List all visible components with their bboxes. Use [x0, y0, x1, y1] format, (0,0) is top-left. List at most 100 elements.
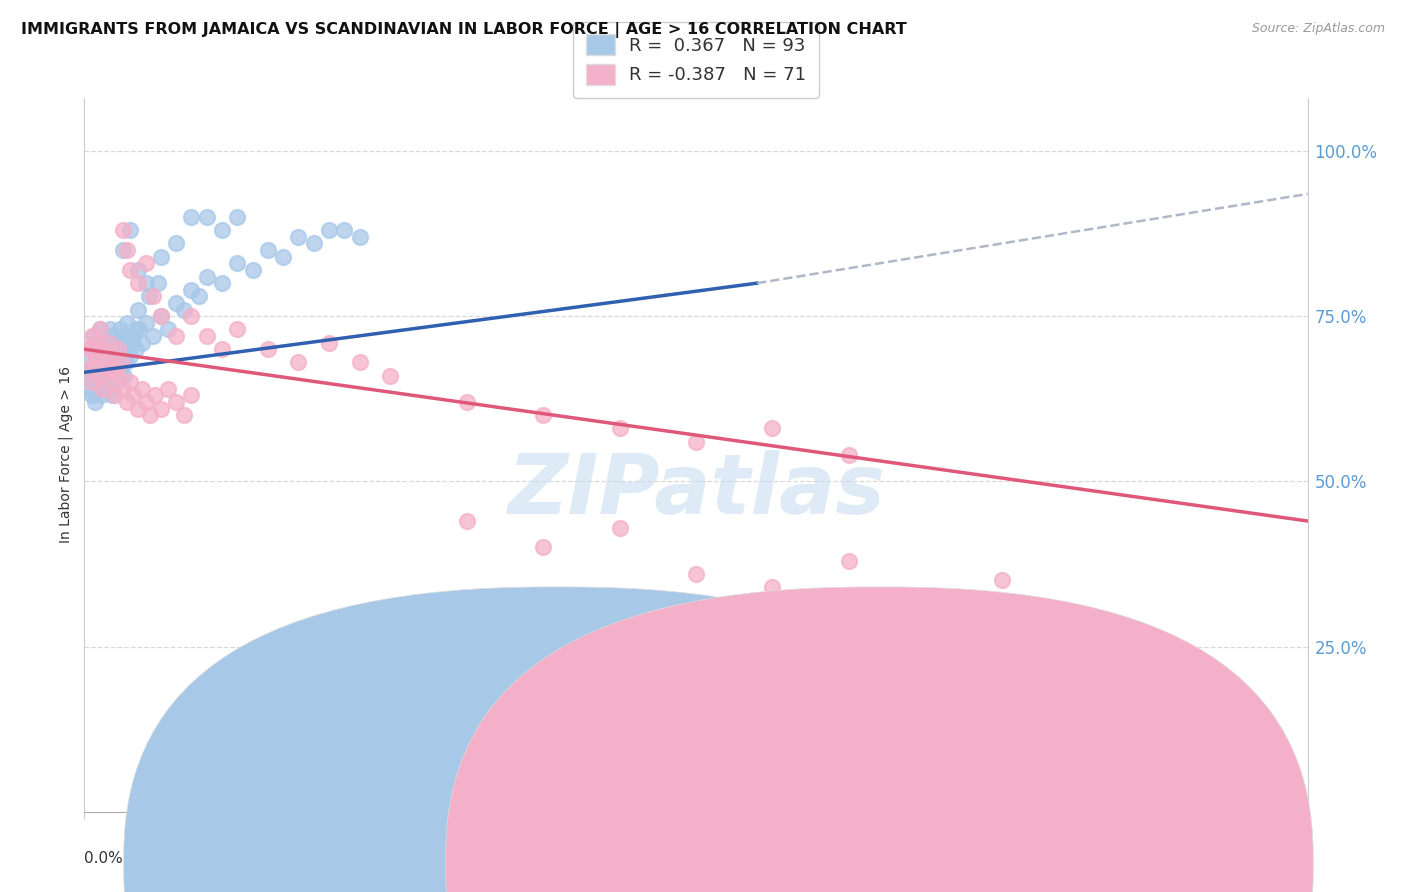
- Point: [105, 376, 128, 390]
- Point: [838, 554, 860, 568]
- Point: [89, 368, 111, 383]
- Point: [149, 250, 172, 264]
- Point: [94, 355, 117, 369]
- Point: [84, 349, 107, 363]
- Point: [165, 296, 187, 310]
- Y-axis label: In Labor Force | Age > 16: In Labor Force | Age > 16: [59, 367, 73, 543]
- Point: [77, 342, 100, 356]
- Point: [79, 368, 101, 383]
- Point: [101, 388, 124, 402]
- Point: [142, 329, 165, 343]
- Point: [110, 342, 132, 356]
- Point: [86, 335, 108, 350]
- Point: [127, 263, 149, 277]
- Point: [127, 401, 149, 416]
- Legend: R =  0.367   N = 93, R = -0.387   N = 71: R = 0.367 N = 93, R = -0.387 N = 71: [574, 21, 818, 97]
- Point: [120, 329, 142, 343]
- Point: [96, 362, 118, 376]
- Point: [101, 376, 124, 390]
- Point: [90, 388, 112, 402]
- Point: [104, 362, 127, 376]
- Text: 80.0%: 80.0%: [1260, 851, 1308, 866]
- Point: [211, 276, 233, 290]
- Point: [149, 309, 172, 323]
- Point: [96, 355, 118, 369]
- Point: [80, 362, 103, 376]
- Point: [87, 382, 110, 396]
- Point: [165, 236, 187, 251]
- Point: [89, 322, 111, 336]
- Point: [120, 376, 142, 390]
- Point: [98, 368, 121, 383]
- Point: [195, 269, 218, 284]
- Point: [97, 382, 120, 396]
- Point: [77, 362, 100, 376]
- Point: [104, 355, 127, 369]
- Point: [107, 362, 129, 376]
- Text: Immigrants from Jamaica: Immigrants from Jamaica: [606, 855, 800, 870]
- Point: [135, 276, 157, 290]
- Point: [761, 580, 783, 594]
- Point: [80, 376, 103, 390]
- Point: [84, 395, 107, 409]
- Point: [195, 210, 218, 224]
- Point: [77, 382, 100, 396]
- Point: [108, 322, 131, 336]
- Point: [991, 607, 1014, 621]
- Point: [110, 362, 132, 376]
- Point: [125, 322, 148, 336]
- Point: [110, 355, 132, 369]
- Point: [122, 335, 145, 350]
- Point: [188, 289, 211, 303]
- Point: [211, 342, 233, 356]
- Point: [173, 409, 195, 423]
- Point: [685, 566, 707, 581]
- Point: [94, 376, 117, 390]
- Point: [107, 368, 129, 383]
- Point: [104, 342, 127, 356]
- Point: [131, 335, 153, 350]
- Point: [609, 421, 631, 435]
- Point: [118, 342, 141, 356]
- Point: [287, 230, 309, 244]
- Point: [531, 409, 554, 423]
- Point: [195, 329, 218, 343]
- Point: [271, 250, 294, 264]
- Point: [143, 388, 166, 402]
- Point: [89, 368, 111, 383]
- Point: [77, 355, 100, 369]
- Point: [84, 355, 107, 369]
- Point: [94, 335, 117, 350]
- Point: [257, 243, 280, 257]
- Point: [333, 659, 356, 673]
- Point: [112, 368, 135, 383]
- Point: [122, 329, 145, 343]
- Point: [84, 349, 107, 363]
- Point: [103, 376, 125, 390]
- Point: [91, 382, 114, 396]
- Point: [131, 382, 153, 396]
- Point: [1067, 620, 1090, 634]
- Point: [226, 210, 249, 224]
- Point: [114, 335, 136, 350]
- Point: [180, 388, 202, 402]
- Point: [211, 223, 233, 237]
- Point: [914, 719, 936, 733]
- Point: [115, 316, 138, 330]
- Point: [103, 329, 125, 343]
- Point: [146, 276, 169, 290]
- Point: [111, 382, 134, 396]
- Text: IMMIGRANTS FROM JAMAICA VS SCANDINAVIAN IN LABOR FORCE | AGE > 16 CORRELATION CH: IMMIGRANTS FROM JAMAICA VS SCANDINAVIAN …: [21, 22, 907, 38]
- Point: [111, 243, 134, 257]
- Point: [101, 349, 124, 363]
- Point: [111, 223, 134, 237]
- Point: [83, 329, 105, 343]
- Point: [97, 335, 120, 350]
- Point: [105, 355, 128, 369]
- Point: [142, 289, 165, 303]
- Point: [180, 210, 202, 224]
- Point: [609, 520, 631, 534]
- Point: [135, 256, 157, 270]
- Point: [242, 263, 264, 277]
- Point: [257, 342, 280, 356]
